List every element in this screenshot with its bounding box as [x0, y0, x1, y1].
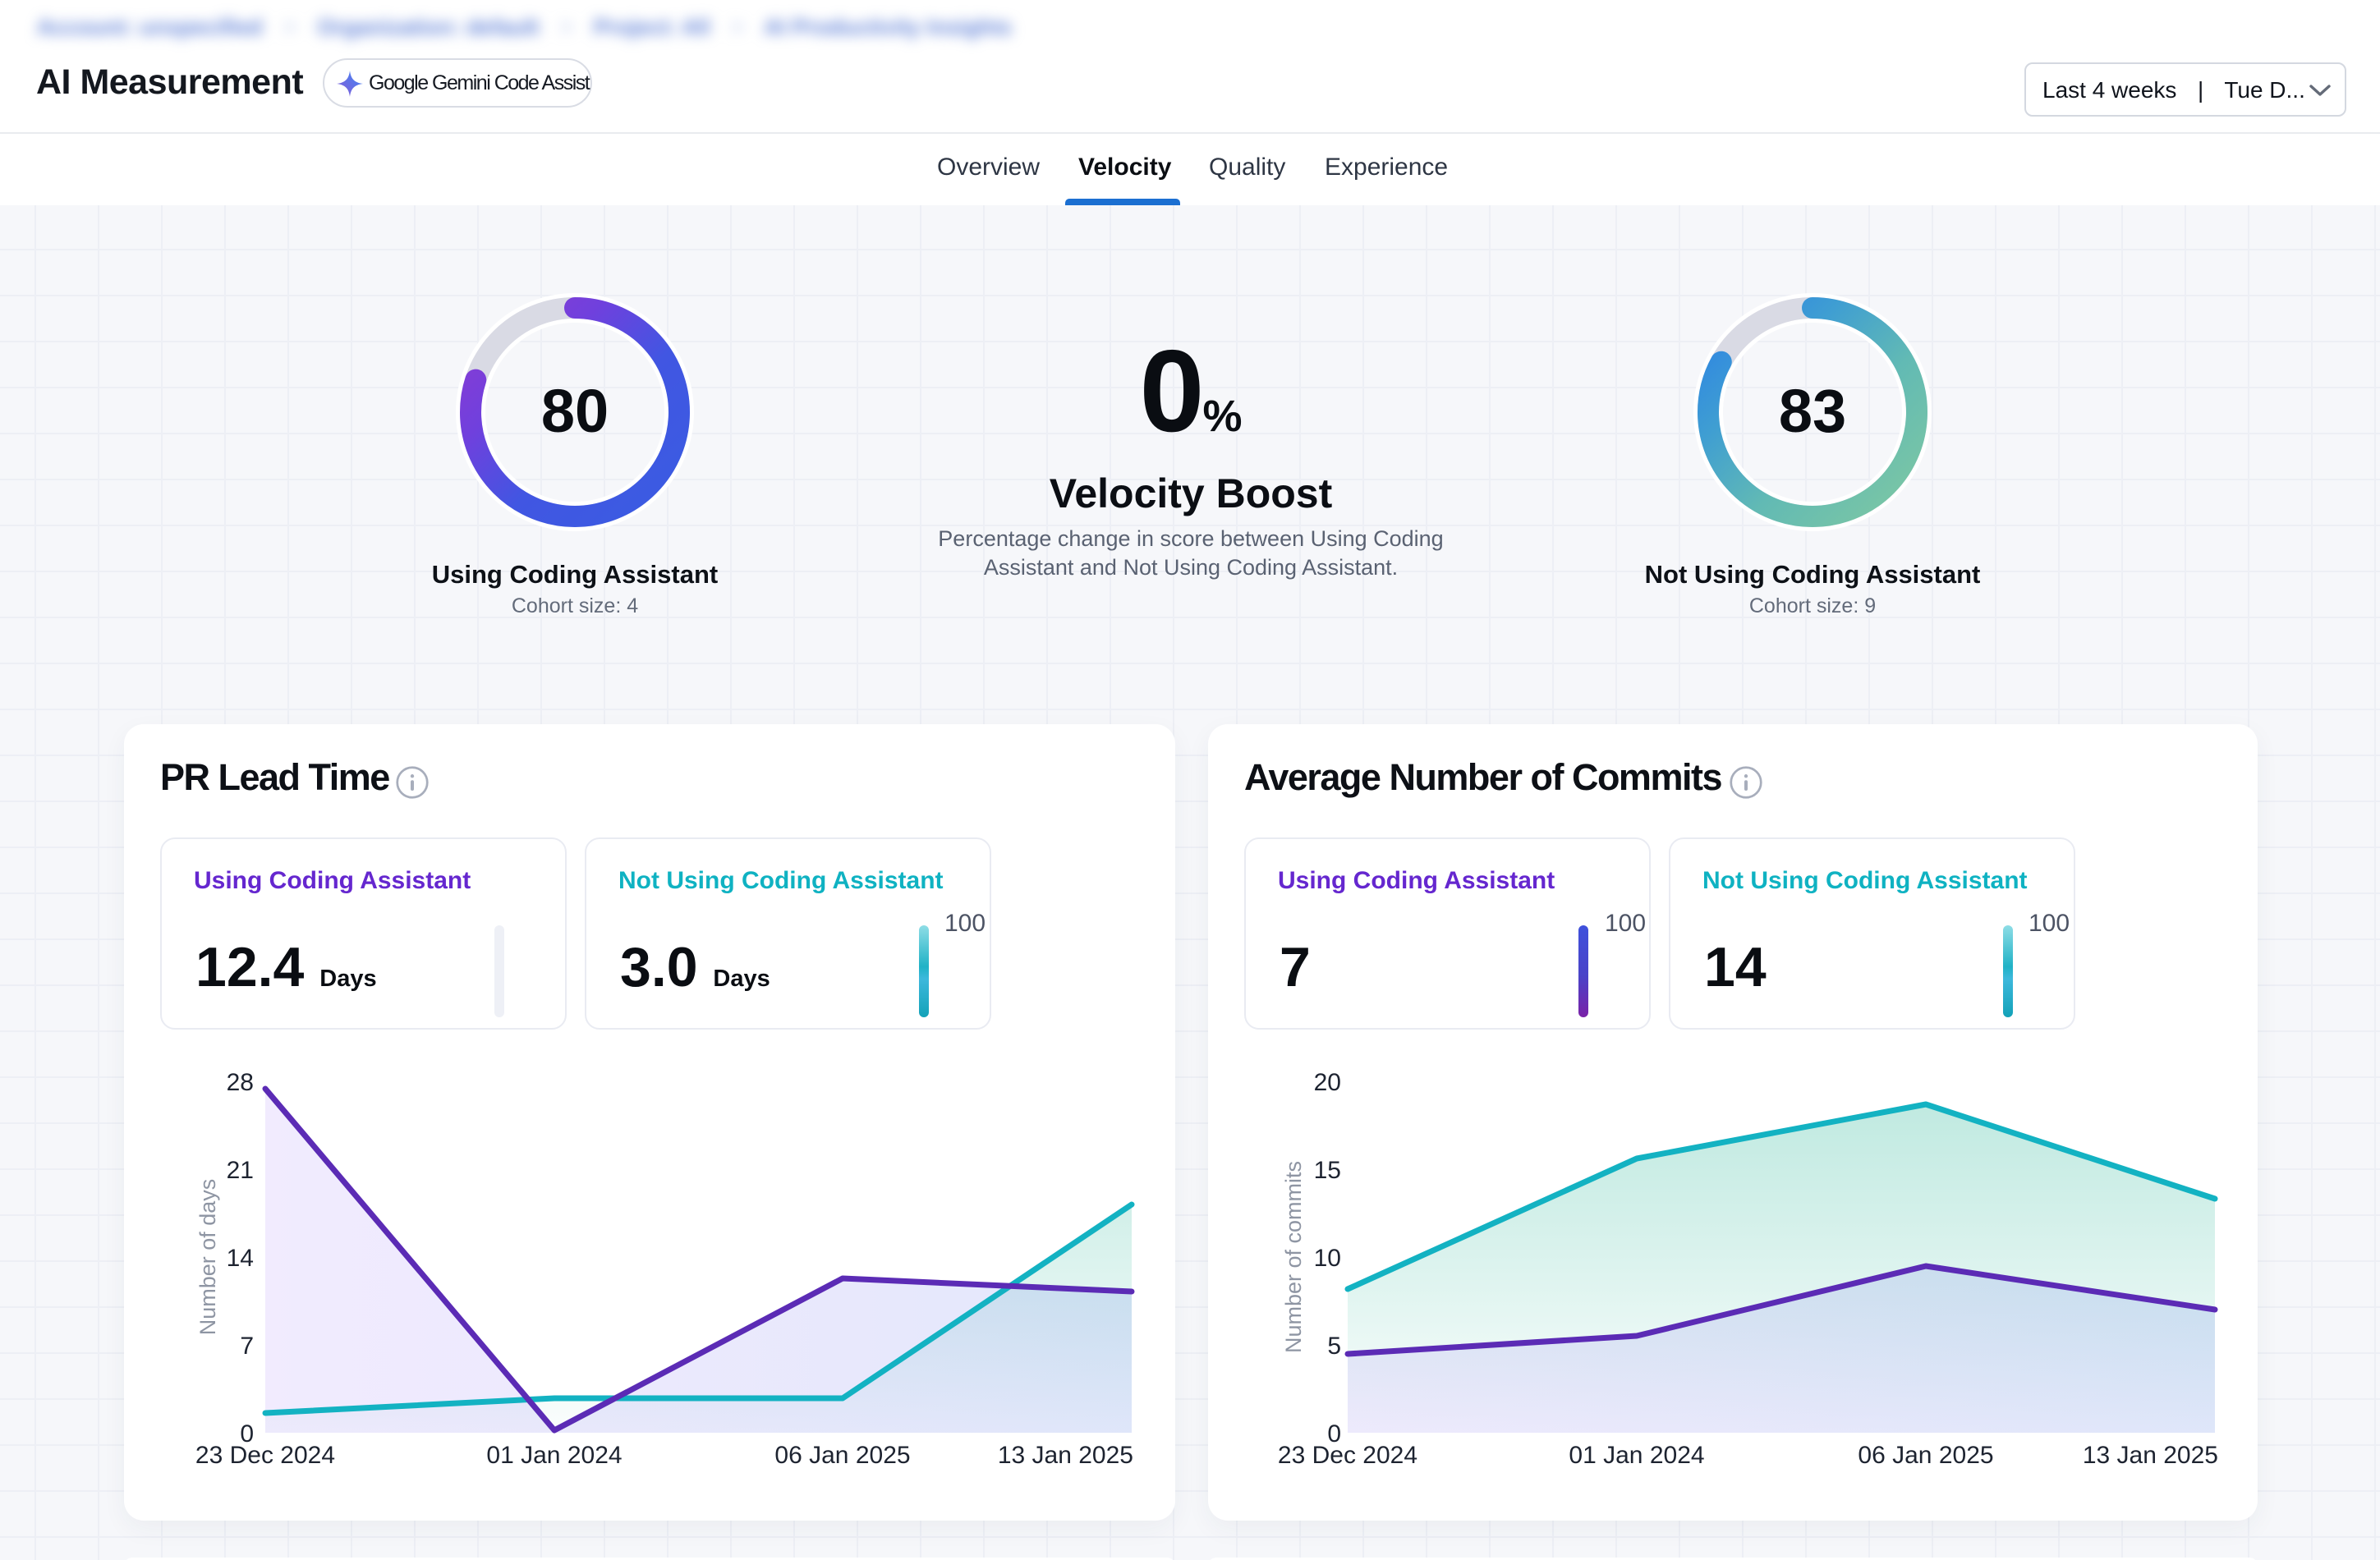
svg-text:21: 21 [227, 1157, 254, 1184]
svg-text:0: 0 [1327, 1420, 1341, 1448]
svg-text:10: 10 [1314, 1245, 1341, 1272]
svg-text:Number of commits: Number of commits [1281, 1161, 1306, 1353]
svg-text:13 Jan 2025: 13 Jan 2025 [998, 1442, 1133, 1469]
svg-text:5: 5 [1327, 1333, 1341, 1360]
svg-text:01 Jan 2024: 01 Jan 2024 [486, 1442, 622, 1469]
svg-text:13 Jan 2025: 13 Jan 2025 [2083, 1442, 2218, 1469]
svg-text:20: 20 [1314, 1069, 1341, 1096]
svg-text:7: 7 [240, 1333, 254, 1360]
svg-text:Number of days: Number of days [195, 1179, 220, 1336]
svg-text:23 Dec 2024: 23 Dec 2024 [1278, 1442, 1417, 1469]
svg-text:06 Jan 2025: 06 Jan 2025 [1858, 1442, 1993, 1469]
svg-text:14: 14 [227, 1245, 254, 1272]
svg-text:0: 0 [240, 1420, 254, 1448]
svg-text:06 Jan 2025: 06 Jan 2025 [774, 1442, 910, 1469]
svg-text:23 Dec 2024: 23 Dec 2024 [195, 1442, 335, 1469]
svg-text:28: 28 [227, 1069, 254, 1096]
svg-text:15: 15 [1314, 1157, 1341, 1184]
svg-text:01 Jan 2024: 01 Jan 2024 [1569, 1442, 1704, 1469]
